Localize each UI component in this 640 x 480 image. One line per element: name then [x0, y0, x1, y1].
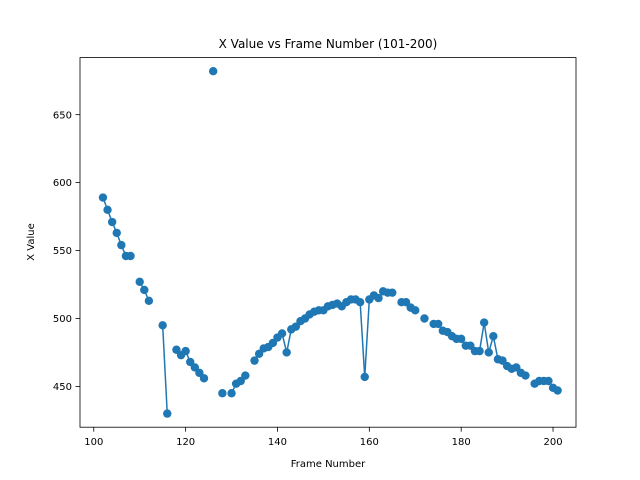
y-tick-label: 450 [53, 382, 72, 393]
series-line-segment [363, 298, 371, 378]
data-point [355, 297, 365, 307]
data-point [553, 386, 562, 395]
data-point [484, 348, 493, 357]
x-tick-label: 200 [543, 437, 562, 448]
plot-background [80, 57, 576, 428]
data-point [544, 376, 553, 386]
plot-area [79, 57, 577, 428]
data-point [218, 389, 227, 398]
data-point [126, 251, 135, 261]
data-point [475, 346, 484, 356]
data-point [411, 306, 420, 315]
data-point [456, 334, 466, 344]
data-point [241, 371, 250, 380]
x-tick-label: 180 [452, 437, 471, 448]
plot-frame [79, 57, 577, 428]
data-point [163, 409, 172, 418]
series-line-segment [483, 321, 490, 354]
data-point [181, 346, 190, 356]
data-point [199, 374, 209, 383]
data-point [479, 318, 489, 327]
data-point [227, 389, 236, 398]
x-tick-label: 140 [268, 437, 287, 448]
data-point [521, 371, 530, 380]
data-point [434, 319, 443, 329]
y-tick-label: 600 [53, 178, 72, 189]
chart-title: X Value vs Frame Number (101-200) [219, 37, 438, 51]
x-axis: 100 120 140 160 180 200 [84, 427, 563, 448]
y-axis: 450 500 550 600 650 [53, 110, 80, 393]
data-point [420, 314, 429, 323]
data-point [98, 193, 108, 202]
x-axis-title: Frame Number [291, 459, 366, 470]
x-tick-label: 120 [176, 437, 195, 448]
series-line-segment [359, 301, 366, 378]
data-point [140, 285, 149, 295]
data-point [135, 277, 144, 287]
data-point [282, 348, 291, 357]
data-point [374, 293, 383, 303]
data-point [117, 240, 126, 250]
data-point [107, 217, 117, 227]
data-point [250, 356, 259, 365]
x-tick-label: 100 [84, 437, 103, 448]
y-tick-label: 500 [53, 314, 72, 325]
series-line-segment [161, 324, 169, 415]
y-tick-label: 550 [53, 246, 72, 257]
data-point [158, 321, 167, 330]
data-point [103, 205, 112, 214]
data-point [360, 372, 369, 382]
data-point [112, 228, 121, 238]
y-axis-title: X Value [26, 223, 37, 261]
series-layer [98, 66, 562, 418]
data-point [277, 329, 287, 338]
data-point [208, 66, 218, 76]
data-point [144, 296, 154, 306]
data-point [388, 288, 397, 297]
y-tick-label: 650 [53, 110, 72, 121]
data-point [489, 331, 498, 341]
series-line-segment [478, 321, 486, 352]
x-tick-label: 160 [360, 437, 379, 448]
